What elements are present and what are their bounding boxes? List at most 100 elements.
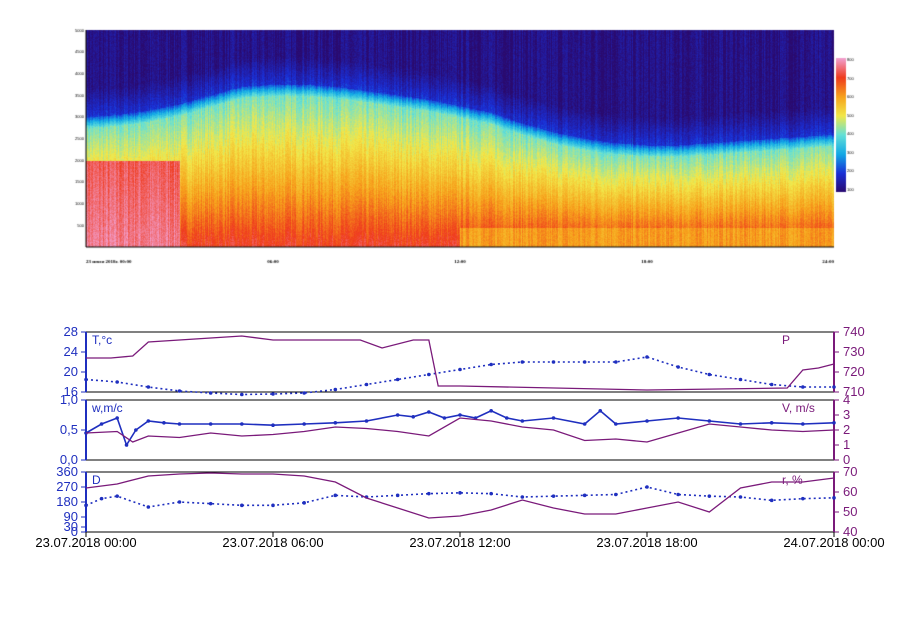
series-wv-0-point (333, 421, 338, 425)
series-dr-0-point (84, 503, 88, 508)
series-dr-0-point (333, 493, 338, 498)
panel-tp-left-label: T,°c (92, 333, 112, 347)
series-dr-0-point (738, 495, 743, 499)
series-tp-0-point (738, 377, 743, 382)
panel-wv-left-tick-label: 0,0 (60, 452, 78, 467)
series-tp-0-point (582, 360, 587, 364)
series-wv-0-point (364, 419, 369, 423)
series-dr-0-point (302, 501, 306, 505)
panel-tp-right-tick-label: 740 (843, 324, 865, 339)
series-wv-0-point (99, 422, 104, 426)
series-wv-0-point (645, 419, 649, 423)
series-wv-0-point (134, 428, 138, 432)
series-wv-0-point (240, 422, 244, 426)
series-dr-0-point (832, 496, 836, 500)
panel-tp-right-tick-label: 720 (843, 364, 865, 379)
series-wv-0-point (271, 423, 275, 428)
series-tp-0-point (614, 360, 618, 364)
series-tp-0-point (707, 372, 712, 377)
panel-tp-left-tick-label: 20 (64, 364, 78, 379)
series-tp-0-point (832, 385, 836, 389)
series-wv-0-point (302, 422, 306, 426)
panel-dr-right-tick-label: 60 (843, 484, 857, 499)
series-tp-0-point (271, 392, 275, 396)
series-tp-0-point (177, 389, 182, 393)
series-wv-0-point (707, 419, 712, 423)
series-tp-0-point (489, 362, 493, 367)
series-dr-0-point (676, 492, 680, 497)
lidar-heatmap (0, 0, 900, 280)
series-wv-0-point (520, 419, 525, 423)
panel-tp-left-tick-label: 24 (64, 344, 78, 359)
series-tp-0-point (676, 365, 680, 369)
x-tick-label: 23.07.2018 00:00 (35, 535, 136, 550)
panel-wv-right-tick-label: 1 (843, 437, 850, 452)
series-dr-0-point (177, 500, 182, 504)
series-dr-0-point (551, 494, 556, 498)
series-dr-0-point (208, 501, 213, 506)
series-wv-0-point (177, 422, 182, 426)
series-wv-0-point (442, 416, 447, 420)
series-tp-0-point (115, 380, 119, 384)
panel-tp-right-tick-label: 710 (843, 384, 865, 399)
panel-dr-left-tick-label: 0 (71, 524, 78, 539)
series-tp-0-point (769, 382, 774, 387)
series-tp-0-point (364, 382, 369, 387)
panel-wv-left-tick-label: 1,0 (60, 392, 78, 407)
series-wv-0-point (582, 422, 587, 426)
series-tp-0-point (395, 377, 400, 382)
series-tp-0-point (146, 385, 151, 389)
series-wv-0-point (395, 413, 400, 417)
panel-dr-left-tick-label: 270 (56, 479, 78, 494)
series-dr-0-point (240, 503, 244, 508)
panel-dr-right-tick-label: 40 (843, 524, 857, 539)
series-wv-0-point (832, 421, 836, 425)
series-tp-0-point (333, 387, 338, 392)
panel-wv-right-tick-label: 3 (843, 407, 850, 422)
series-wv-0-point (738, 422, 743, 426)
series-wv-0-point (489, 409, 493, 413)
series-wv-0-point (115, 416, 119, 420)
series-wv-0-line (85, 409, 835, 447)
series-tp-0-point (84, 377, 88, 382)
series-tp-0-point (302, 391, 306, 395)
panel-wv-right-tick-label: 2 (843, 422, 850, 437)
panel-tp-right-tick-label: 730 (843, 344, 865, 359)
panel-wv-left-label: w,m/c (91, 401, 123, 415)
series-dr-0-point (146, 505, 151, 509)
series-tp-1-line (86, 335, 835, 391)
panel-tp-left-tick-label: 16 (64, 384, 78, 399)
panel-dr-left-label: D (92, 473, 101, 487)
x-tick-label: 23.07.2018 18:00 (596, 535, 697, 550)
series-dr-0-point (707, 494, 712, 498)
series-wv-0-point (458, 413, 462, 417)
series-dr-0-point (769, 498, 774, 503)
series-tp-0-point (645, 355, 649, 359)
series-tp-0-point (427, 372, 431, 377)
panel-wv-left-tick-label: 0,5 (60, 422, 78, 437)
series-wv-0-point (504, 416, 509, 420)
series-dr-0-point (115, 494, 119, 498)
series-tp-0-point (801, 385, 805, 389)
series-tp-0-point (520, 360, 525, 364)
panel-dr-right-tick-label: 70 (843, 464, 857, 479)
series-tp-0-point (551, 360, 556, 364)
series-wv-0-point (598, 409, 603, 413)
panel-wv-right-label: V, m/s (782, 401, 815, 415)
series-dr-0-line (85, 486, 835, 508)
series-wv-0-point (614, 422, 618, 426)
series-dr-0-point (489, 491, 493, 496)
panel-tp-left-tick-label: 28 (64, 324, 78, 339)
series-wv-0-point (208, 422, 213, 426)
series-dr-0-point (645, 485, 649, 489)
series-tp-0-point (458, 367, 462, 372)
panel-tp-frame (85, 331, 835, 393)
series-tp-0-point (208, 391, 213, 395)
series-dr-0-point (582, 493, 587, 498)
panel-wv-frame (85, 399, 835, 461)
series-wv-0-point (146, 419, 151, 423)
panel-dr-left-tick-label: 360 (56, 464, 78, 479)
series-tp-0-point (240, 392, 244, 397)
panel-dr-right-tick-label: 50 (843, 504, 857, 519)
